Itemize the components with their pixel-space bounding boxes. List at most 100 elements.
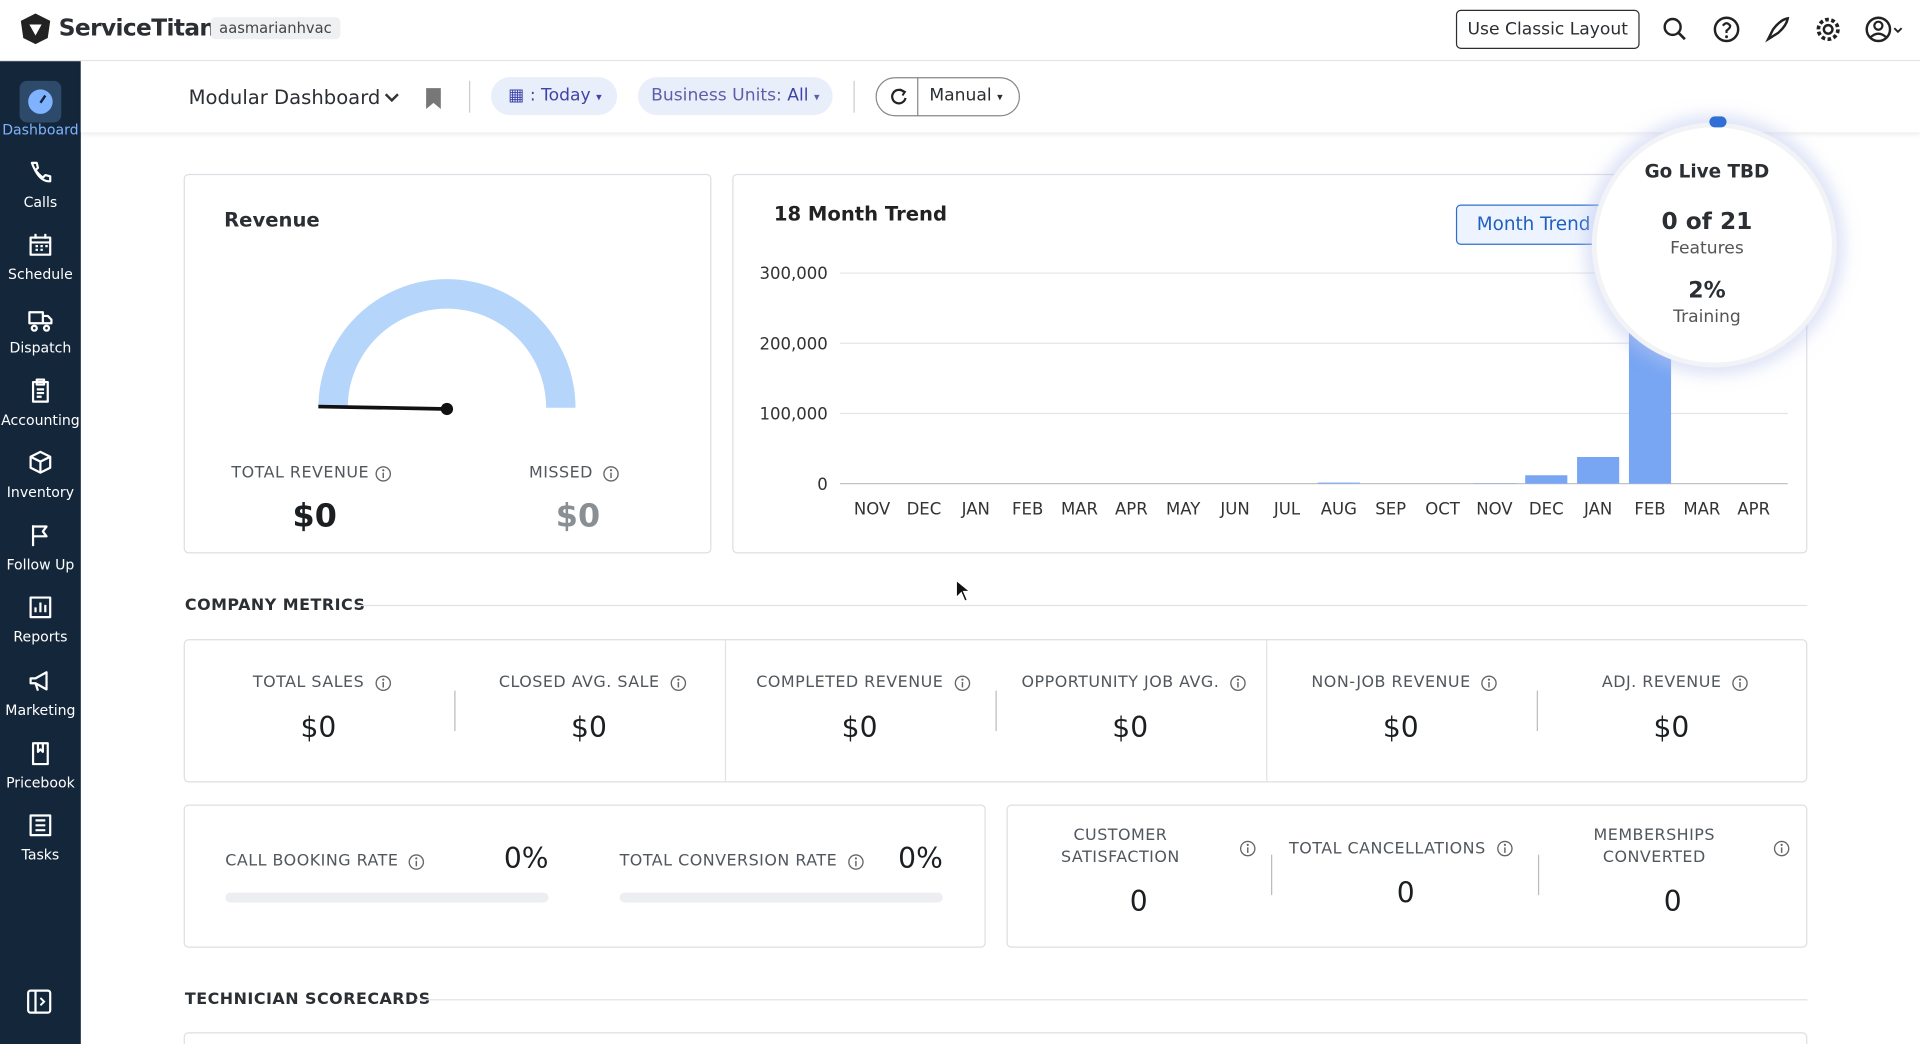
info-circle bbox=[1497, 840, 1513, 857]
sidebar-item[interactable]: Tasks bbox=[21, 846, 60, 864]
date-filter[interactable]: ▦ : Today ▾ bbox=[491, 77, 618, 116]
sat-divider bbox=[1271, 854, 1273, 896]
info-icon[interactable] bbox=[375, 465, 392, 482]
info-dot bbox=[609, 469, 613, 472]
help-icon[interactable] bbox=[1713, 16, 1740, 43]
business-units-value: All bbox=[787, 85, 809, 106]
x-tick-label: MAY bbox=[1166, 499, 1201, 518]
x-tick-label: MAR bbox=[1061, 499, 1098, 518]
y-tick-label: 200,000 bbox=[759, 334, 827, 353]
info-dot bbox=[676, 678, 679, 681]
metric-value: $0 bbox=[300, 712, 337, 745]
sidebar-item[interactable]: Pricebook bbox=[6, 773, 75, 791]
info-icon[interactable] bbox=[953, 675, 970, 692]
icon-shape bbox=[31, 741, 49, 765]
sat-label: TOTAL CANCELLATIONS bbox=[1289, 840, 1486, 859]
rate-progress-track bbox=[619, 892, 943, 903]
sidebar-item[interactable]: Calls bbox=[23, 193, 58, 211]
info-icon[interactable] bbox=[374, 675, 391, 692]
sidebar-item[interactable]: Inventory bbox=[6, 483, 75, 501]
x-tick-label: MAR bbox=[1683, 499, 1720, 518]
metric-value: $0 bbox=[1653, 712, 1690, 745]
collapse-sidebar-icon[interactable] bbox=[27, 989, 54, 1016]
sidebar-item[interactable]: Schedule bbox=[8, 266, 73, 284]
revenue-gauge bbox=[318, 279, 576, 416]
metric-divider bbox=[454, 690, 456, 732]
info-icon[interactable] bbox=[408, 853, 425, 870]
info-circle bbox=[669, 675, 686, 692]
settings-icon[interactable] bbox=[1816, 17, 1840, 42]
metric-value: $0 bbox=[1112, 712, 1149, 745]
sidebar-item[interactable]: Accounting bbox=[1, 411, 80, 429]
section-rule bbox=[416, 999, 1808, 1001]
info-dot bbox=[854, 857, 858, 860]
info-dot bbox=[1780, 843, 1783, 847]
sidebar-icon bbox=[29, 450, 52, 474]
classic-layout-button[interactable]: Use Classic Layout bbox=[1455, 9, 1640, 49]
sidebar-item[interactable]: Dispatch bbox=[9, 338, 72, 356]
toolbar-icons bbox=[384, 88, 441, 109]
y-tick-label: 100,000 bbox=[759, 405, 827, 424]
section-heading: COMPANY METRICS bbox=[184, 596, 366, 615]
info-circle bbox=[848, 854, 864, 870]
sidebar-item[interactable]: Dashboard bbox=[2, 121, 79, 139]
metric-label: ADJ. REVENUE bbox=[1601, 673, 1722, 692]
sidebar-icon bbox=[28, 89, 53, 114]
x-tick-label: JAN bbox=[961, 499, 990, 518]
x-tick-label: APR bbox=[1737, 499, 1770, 518]
account-pill[interactable]: aasmarianhvac bbox=[210, 17, 341, 40]
info-icon[interactable] bbox=[1496, 840, 1513, 857]
icon-shape bbox=[29, 814, 52, 837]
sidebar-icon bbox=[31, 378, 49, 403]
info-icon[interactable] bbox=[847, 853, 864, 870]
icon-shape bbox=[28, 310, 53, 332]
x-tick-label: SEP bbox=[1375, 499, 1406, 518]
sidebar-icon bbox=[30, 161, 52, 183]
rate-value: 0% bbox=[503, 843, 549, 876]
metric-label: COMPLETED REVENUE bbox=[756, 673, 944, 692]
info-icon[interactable] bbox=[1229, 675, 1246, 692]
x-tick-label: APR bbox=[1115, 499, 1148, 518]
refresh-mode[interactable]: Manual ▾ bbox=[929, 85, 1003, 106]
features-value: 0 of 21 bbox=[1661, 208, 1753, 236]
dashboard-title[interactable]: Modular Dashboard bbox=[188, 85, 381, 109]
rocket-icon[interactable] bbox=[1765, 16, 1790, 43]
business-units-filter[interactable]: Business Units: All ▾ bbox=[637, 77, 833, 116]
business-units-label: Business Units: bbox=[651, 85, 782, 106]
satisfaction-card bbox=[1006, 804, 1808, 948]
sat-value: 0 bbox=[1663, 886, 1682, 919]
info-icon[interactable] bbox=[1731, 675, 1748, 692]
sidebar-item[interactable]: Reports bbox=[13, 628, 68, 646]
icon-shape bbox=[29, 670, 48, 691]
x-tick-label: FEB bbox=[1634, 499, 1665, 518]
sidebar-icon bbox=[29, 814, 52, 837]
search-icon[interactable] bbox=[1663, 17, 1686, 41]
info-icon[interactable] bbox=[602, 465, 619, 482]
sidebar-item[interactable]: Follow Up bbox=[6, 556, 75, 574]
refresh-icon[interactable] bbox=[889, 87, 909, 107]
sat-label: CUSTOMER SATISFACTION bbox=[1061, 826, 1180, 867]
info-dot bbox=[382, 469, 385, 472]
info-dot bbox=[1487, 678, 1491, 681]
info-icon[interactable] bbox=[1239, 840, 1256, 857]
info-icon[interactable] bbox=[669, 675, 686, 692]
label-text: TOTAL REVENUE bbox=[231, 464, 370, 483]
info-circle bbox=[375, 466, 392, 482]
x-tick-label: JAN bbox=[1583, 499, 1612, 518]
info-dot bbox=[1236, 678, 1240, 681]
icon-shape bbox=[29, 450, 52, 474]
bar bbox=[1317, 482, 1360, 484]
info-icon[interactable] bbox=[1773, 840, 1790, 857]
total-revenue-label: TOTAL REVENUE bbox=[231, 464, 369, 482]
sidebar-item[interactable]: Marketing bbox=[5, 701, 76, 719]
missed-label: MISSED bbox=[529, 464, 593, 482]
profile-icon[interactable] bbox=[1865, 16, 1903, 43]
info-icon[interactable] bbox=[1480, 675, 1497, 692]
sat-value: 0 bbox=[1129, 886, 1148, 919]
info-circle bbox=[1239, 840, 1256, 857]
x-tick-label: JUN bbox=[1219, 499, 1249, 518]
metric-label: OPPORTUNITY JOB AVG. bbox=[1021, 673, 1220, 692]
go-live-popup[interactable] bbox=[1591, 122, 1837, 368]
